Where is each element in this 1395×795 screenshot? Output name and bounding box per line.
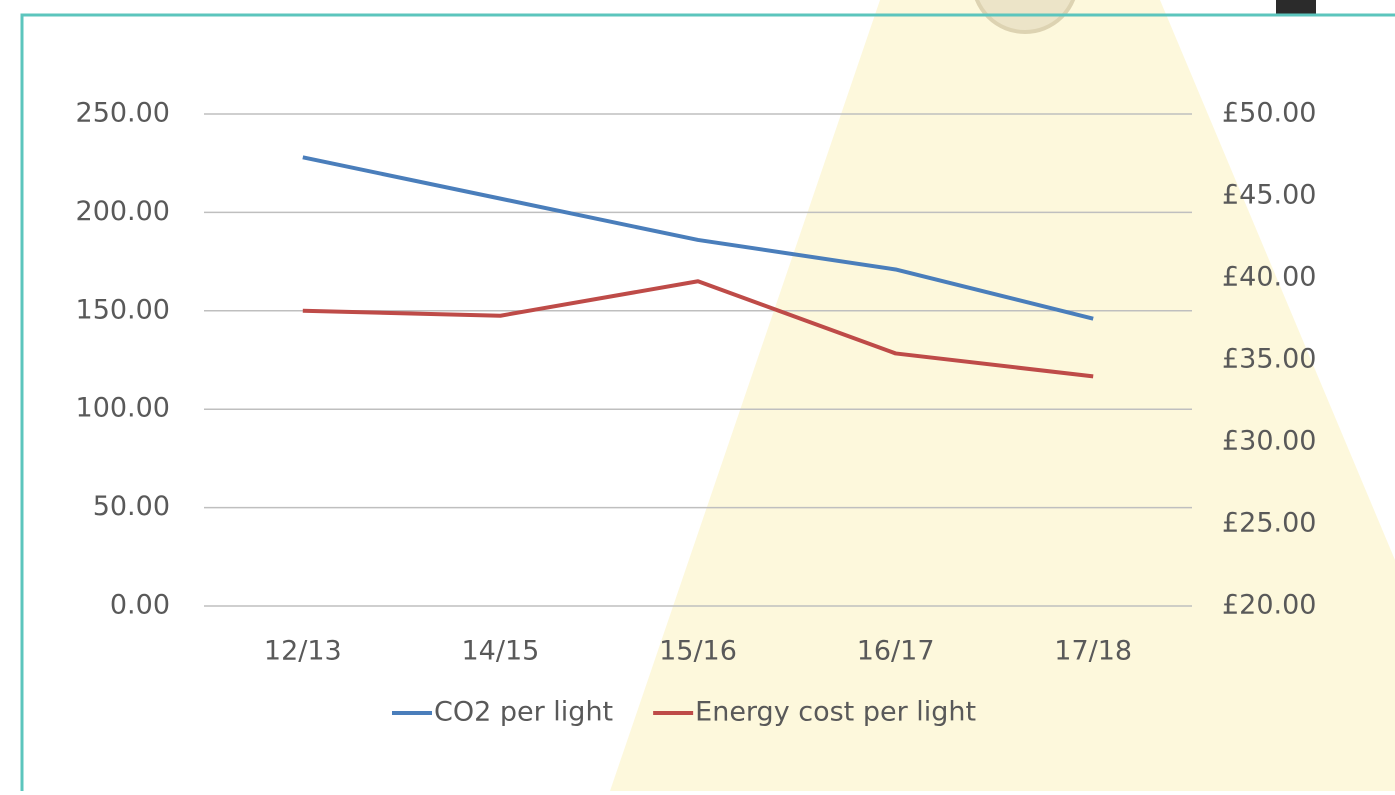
series-line [302,155,1094,321]
y-tick-label: 250.00 [76,98,170,129]
y2-tick-label: £40.00 [1222,262,1316,293]
y2-tick-label: £35.00 [1222,344,1316,375]
y2-tick-label: £20.00 [1222,590,1316,621]
y2-tick-label: £50.00 [1222,98,1316,129]
y-tick-label: 100.00 [76,393,170,424]
x-tick-label: 14/15 [461,636,539,667]
x-tick-label: 16/17 [857,636,935,667]
legend-label: CO2 per light [434,697,613,728]
y-tick-label: 0.00 [110,590,170,621]
y2-tick-label: £25.00 [1222,508,1316,539]
lamp-post [1276,0,1316,16]
series-line [302,279,1094,379]
plot-area: 0.00 50.00 100.00 150.00 200.00 250.00 £20.00 £… [76,98,1317,728]
light-beam [610,0,1395,791]
x-tick-label: 17/18 [1054,636,1132,667]
y2-tick-label: £45.00 [1222,180,1316,211]
x-tick-label: 15/16 [659,636,737,667]
legend-label: Energy cost per light [695,697,976,728]
x-tick-label: 12/13 [264,636,342,667]
frame [20,13,1395,795]
y-tick-label: 50.00 [93,491,170,522]
y2-tick-label: £30.00 [1222,426,1316,457]
y-tick-label: 200.00 [76,196,170,227]
y-tick-label: 150.00 [76,294,170,325]
